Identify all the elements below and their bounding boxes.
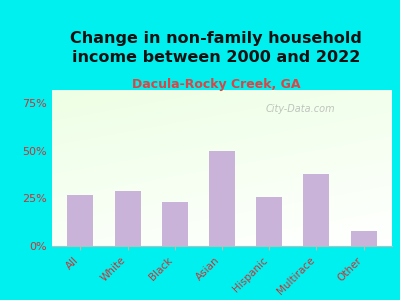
Text: Dacula-Rocky Creek, GA: Dacula-Rocky Creek, GA — [132, 78, 300, 91]
Bar — [209, 151, 235, 246]
Text: City-Data.com: City-Data.com — [265, 104, 335, 114]
Bar — [351, 231, 377, 246]
Bar — [304, 174, 330, 246]
Text: Change in non-family household
income between 2000 and 2022: Change in non-family household income be… — [70, 32, 362, 65]
Bar — [114, 191, 140, 246]
Bar — [162, 202, 188, 246]
Bar — [67, 195, 93, 246]
Bar — [256, 196, 282, 246]
